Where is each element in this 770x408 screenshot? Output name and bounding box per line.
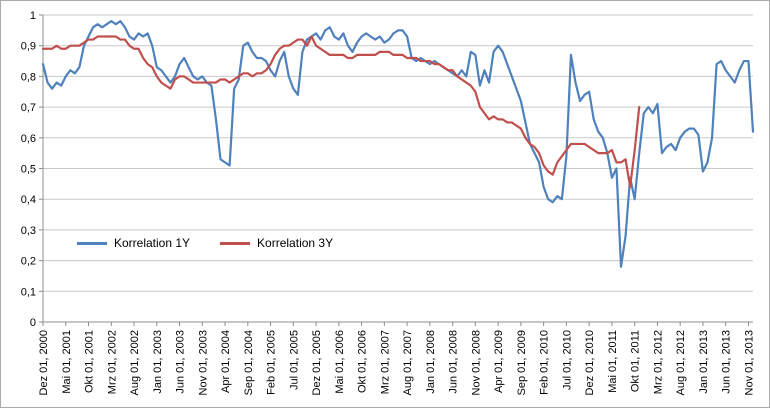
- svg-text:0,1: 0,1: [21, 286, 36, 298]
- svg-text:Feb 01, 2005: Feb 01, 2005: [266, 330, 278, 395]
- svg-text:Nov 01, 2013: Nov 01, 2013: [743, 330, 755, 395]
- svg-text:Mai 01, 2011: Mai 01, 2011: [607, 330, 619, 393]
- svg-text:Mai 01, 2001: Mai 01, 2001: [61, 330, 73, 394]
- svg-text:0,2: 0,2: [21, 256, 36, 268]
- svg-text:Mai 01, 2006: Mai 01, 2006: [334, 330, 346, 394]
- svg-text:Jul 01, 2010: Jul 01, 2010: [561, 330, 573, 390]
- svg-text:Jan 01, 2003: Jan 01, 2003: [152, 330, 164, 394]
- svg-text:0,5: 0,5: [21, 164, 36, 176]
- svg-text:Sep 01, 2009: Sep 01, 2009: [516, 330, 528, 395]
- svg-text:Feb 01, 2010: Feb 01, 2010: [539, 330, 551, 395]
- legend-label-1y: Korrelation 1Y: [114, 236, 191, 250]
- svg-text:Mrz 01, 2012: Mrz 01, 2012: [652, 330, 664, 394]
- svg-text:Okt 01, 2001: Okt 01, 2001: [84, 330, 96, 393]
- legend-item-korrelation-3y: Korrelation 3Y: [220, 236, 333, 250]
- svg-text:Jun 01, 2008: Jun 01, 2008: [448, 330, 460, 394]
- svg-text:0,4: 0,4: [21, 194, 36, 206]
- svg-text:Nov 01, 2003: Nov 01, 2003: [197, 330, 209, 395]
- svg-text:Aug 01, 2012: Aug 01, 2012: [675, 330, 687, 395]
- svg-text:Sep 01, 2004: Sep 01, 2004: [243, 330, 255, 395]
- svg-text:Aug 01, 2007: Aug 01, 2007: [402, 330, 414, 395]
- legend-label-3y: Korrelation 3Y: [257, 236, 334, 250]
- svg-text:Nov 01, 2008: Nov 01, 2008: [470, 330, 482, 395]
- legend-line-1y-icon: [77, 241, 107, 245]
- svg-text:Dez 01, 2010: Dez 01, 2010: [584, 330, 596, 395]
- svg-text:Mrz 01, 2007: Mrz 01, 2007: [379, 330, 391, 394]
- svg-text:Jun 01, 2003: Jun 01, 2003: [175, 330, 187, 394]
- svg-text:Apr 01, 2004: Apr 01, 2004: [220, 330, 232, 393]
- svg-text:Mrz 01, 2002: Mrz 01, 2002: [106, 330, 118, 394]
- svg-text:1: 1: [30, 10, 36, 22]
- legend: Korrelation 1Y Korrelation 3Y: [77, 236, 333, 250]
- svg-text:0,6: 0,6: [21, 133, 36, 145]
- svg-text:0,9: 0,9: [21, 41, 36, 53]
- svg-text:Jan 01, 2008: Jan 01, 2008: [425, 330, 437, 394]
- svg-text:Jan 01, 2013: Jan 01, 2013: [698, 330, 710, 394]
- svg-text:0: 0: [30, 317, 36, 329]
- legend-item-korrelation-1y: Korrelation 1Y: [77, 236, 190, 250]
- svg-text:Apr 01, 2009: Apr 01, 2009: [493, 330, 505, 393]
- svg-text:0,3: 0,3: [21, 225, 36, 237]
- svg-text:Okt 01, 2011: Okt 01, 2011: [630, 330, 642, 392]
- svg-text:Aug 01, 2002: Aug 01, 2002: [129, 330, 141, 395]
- svg-text:Dez 01, 2005: Dez 01, 2005: [311, 330, 323, 395]
- svg-text:Dez 01, 2000: Dez 01, 2000: [38, 330, 50, 395]
- svg-text:Jun 01, 2013: Jun 01, 2013: [721, 330, 733, 394]
- svg-text:0,8: 0,8: [21, 71, 36, 83]
- svg-text:Okt 01, 2006: Okt 01, 2006: [357, 330, 369, 393]
- svg-text:Jul 01, 2005: Jul 01, 2005: [288, 330, 300, 390]
- legend-line-3y-icon: [220, 241, 251, 245]
- svg-text:0,7: 0,7: [21, 102, 36, 114]
